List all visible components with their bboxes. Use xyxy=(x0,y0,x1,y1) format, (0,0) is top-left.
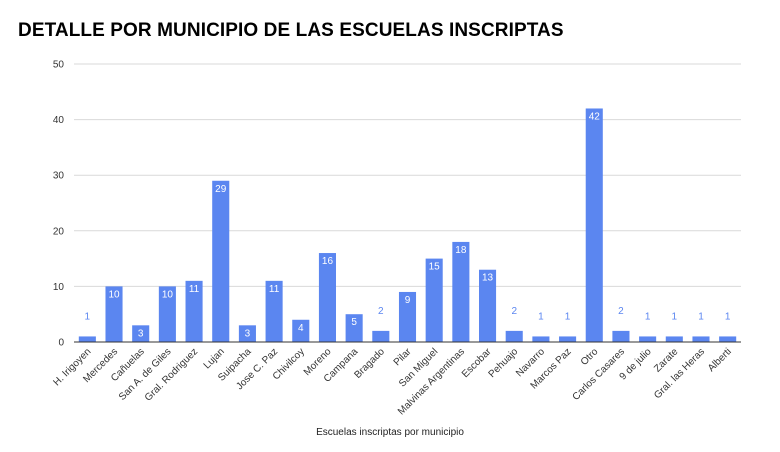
y-tick-label: 20 xyxy=(53,226,65,237)
bar xyxy=(452,241,470,342)
data-label: 2 xyxy=(378,306,384,317)
bar xyxy=(238,325,256,342)
bar xyxy=(132,325,150,342)
bar xyxy=(585,108,603,342)
bar xyxy=(719,336,737,342)
bar xyxy=(318,253,336,342)
bar xyxy=(665,336,683,342)
y-tick-label: 0 xyxy=(58,338,64,349)
bar xyxy=(612,330,630,342)
data-label: 16 xyxy=(322,256,334,267)
y-tick-label: 10 xyxy=(53,282,65,293)
data-label: 10 xyxy=(162,289,174,300)
x-tick-label: Otro xyxy=(579,346,601,368)
gridlines xyxy=(74,63,741,287)
bar xyxy=(185,280,203,342)
data-label: 18 xyxy=(455,245,467,256)
bar xyxy=(425,258,443,342)
data-label: 11 xyxy=(269,284,280,295)
y-tick-label: 30 xyxy=(53,171,65,182)
x-axis-title: Escuelas inscriptas por municipio xyxy=(316,427,464,438)
x-tick-label: Pilar xyxy=(392,346,414,368)
x-tick-label: Pehuajo xyxy=(487,346,521,380)
bar xyxy=(265,280,283,342)
data-label: 1 xyxy=(85,311,91,322)
data-label: 13 xyxy=(482,273,494,284)
data-label: 9 xyxy=(405,295,411,306)
chart-title: DETALLE POR MUNICIPIO DE LAS ESCUELAS IN… xyxy=(18,20,564,41)
bar xyxy=(212,180,230,342)
bar xyxy=(372,330,390,342)
bar xyxy=(398,291,417,342)
data-label: 42 xyxy=(589,111,601,122)
bar xyxy=(292,319,310,342)
bar xyxy=(505,330,523,342)
data-label: 3 xyxy=(138,328,144,339)
data-label: 15 xyxy=(429,262,441,273)
data-label: 2 xyxy=(618,306,624,317)
x-tick-label: Bragado xyxy=(352,346,387,381)
bar xyxy=(479,269,497,342)
data-label: 29 xyxy=(215,184,227,195)
data-label: 10 xyxy=(108,289,120,300)
bar xyxy=(105,286,123,342)
data-label: 2 xyxy=(511,306,517,317)
data-label: 1 xyxy=(538,311,544,322)
data-label: 4 xyxy=(298,323,304,334)
data-label: 3 xyxy=(245,328,251,339)
data-label: 1 xyxy=(698,311,704,322)
bar xyxy=(78,336,96,342)
bar xyxy=(559,336,577,342)
data-label: 1 xyxy=(565,311,571,322)
data-label: 1 xyxy=(672,311,678,322)
bars xyxy=(78,108,737,342)
bar xyxy=(692,336,710,342)
data-label: 5 xyxy=(351,317,357,328)
data-label: 1 xyxy=(725,311,731,322)
bar xyxy=(639,336,657,342)
y-tick-label: 50 xyxy=(53,60,65,71)
x-tick-label: Alberti xyxy=(706,346,734,374)
bar xyxy=(532,336,550,342)
y-tick-label: 40 xyxy=(53,115,65,126)
bar xyxy=(345,314,363,342)
y-axis-ticks: 0 10 20 30 40 50 xyxy=(53,60,65,349)
bar xyxy=(158,286,176,342)
data-label: 11 xyxy=(189,284,200,295)
data-label: 1 xyxy=(645,311,651,322)
